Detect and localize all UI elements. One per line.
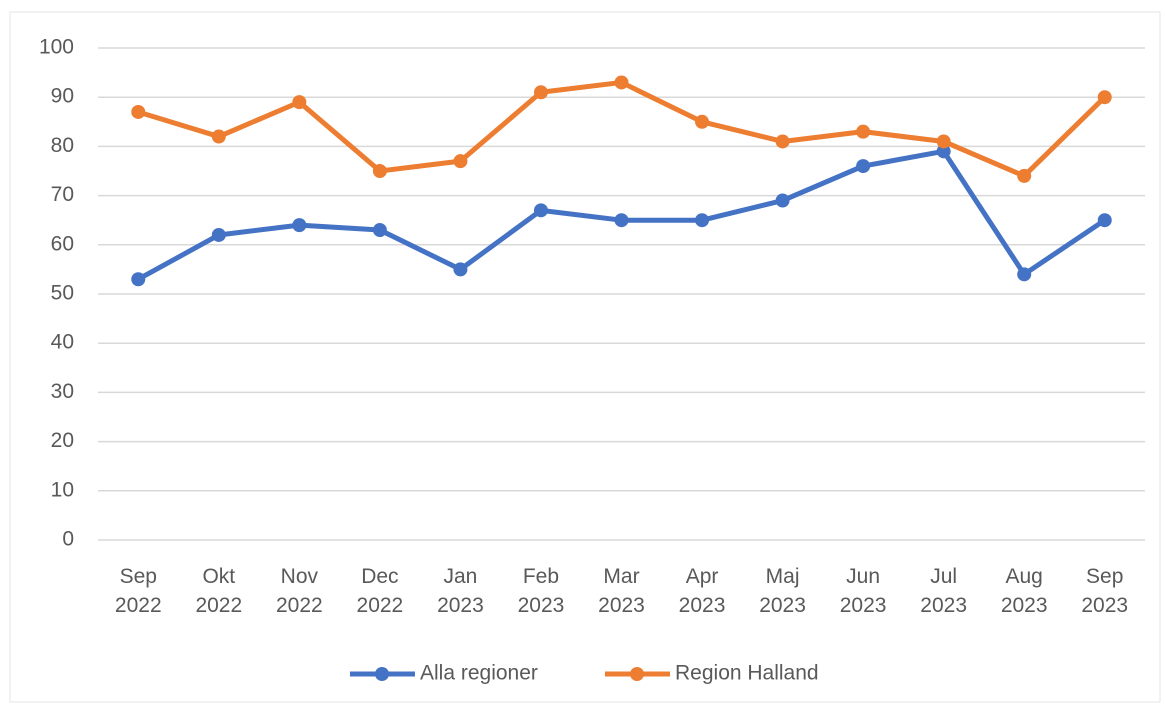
point [211, 129, 226, 144]
point [695, 114, 710, 129]
point [856, 124, 871, 139]
x-tick-label: Mar 2023 [598, 565, 645, 617]
x-tick-label: Nov 2022 [275, 565, 323, 617]
x-tick-label: Okt 2022 [195, 565, 243, 617]
point [453, 262, 468, 277]
point [372, 223, 387, 238]
x-tick-label: Jul 2023 [920, 565, 967, 617]
x-tick-label: Aug 2023 [1000, 565, 1048, 617]
x-tick-label: Sep 2023 [1081, 565, 1129, 617]
point [775, 193, 790, 208]
y-tick-label: 90 [51, 85, 74, 108]
point [292, 218, 307, 233]
point [372, 164, 387, 178]
point [533, 85, 548, 100]
legend-label: Alla regioner [420, 662, 538, 685]
point [131, 104, 146, 119]
y-tick-label: 30 [51, 380, 74, 403]
y-tick-label: 10 [51, 478, 74, 501]
legend-marker [375, 667, 389, 681]
x-tick-label: Maj 2023 [759, 565, 806, 617]
y-tick-label: 80 [51, 134, 74, 157]
y-tick-label: 60 [51, 232, 74, 255]
point [775, 134, 790, 149]
x-tick-label: Apr 2023 [678, 565, 726, 617]
point [614, 75, 629, 90]
point [1017, 267, 1032, 282]
point [936, 144, 951, 159]
point [856, 159, 871, 174]
legend-marker [630, 667, 644, 681]
y-tick-label: 40 [51, 331, 74, 354]
y-tick-label: 70 [51, 183, 74, 206]
x-tick-label: Sep 2022 [114, 565, 162, 617]
point [695, 213, 710, 228]
point [1097, 213, 1112, 228]
point [936, 134, 951, 149]
y-tick-label: 50 [51, 282, 74, 305]
point [1097, 90, 1112, 105]
point [131, 272, 146, 287]
point [614, 213, 629, 228]
chart-frame [9, 11, 1161, 703]
y-tick-label: 0 [62, 528, 74, 551]
legend-label: Region Halland [675, 662, 819, 685]
point [292, 95, 307, 110]
x-tick-label: Feb 2023 [517, 565, 565, 617]
point [211, 227, 226, 242]
point [533, 203, 548, 218]
y-tick-label: 20 [51, 429, 74, 452]
point [1017, 168, 1032, 183]
x-tick-label: Dec 2022 [356, 565, 404, 617]
x-tick-label: Jan 2023 [437, 565, 484, 617]
point [453, 154, 468, 169]
y-tick-label: 100 [39, 36, 74, 59]
x-tick-label: Jun 2023 [839, 565, 887, 617]
